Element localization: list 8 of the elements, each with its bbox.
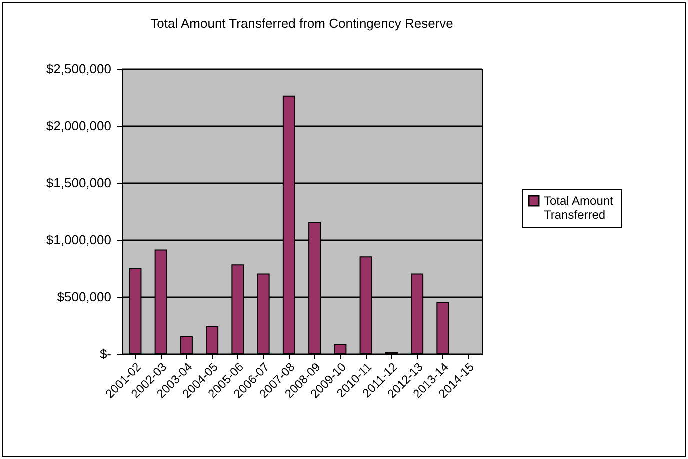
y-tick-label: $1,000,000 (46, 232, 112, 248)
legend-label: Total Amount Transferred (544, 194, 614, 222)
chart-title: Total Amount Transferred from Contingency Reserve (150, 16, 454, 31)
y-tick-label: $2,000,000 (46, 118, 112, 134)
y-tick-label: $2,500,000 (46, 62, 112, 76)
y-tick-label: $- (100, 346, 112, 362)
y-tick-label: $500,000 (57, 290, 112, 304)
y-tick-label: $1,500,000 (46, 176, 112, 190)
